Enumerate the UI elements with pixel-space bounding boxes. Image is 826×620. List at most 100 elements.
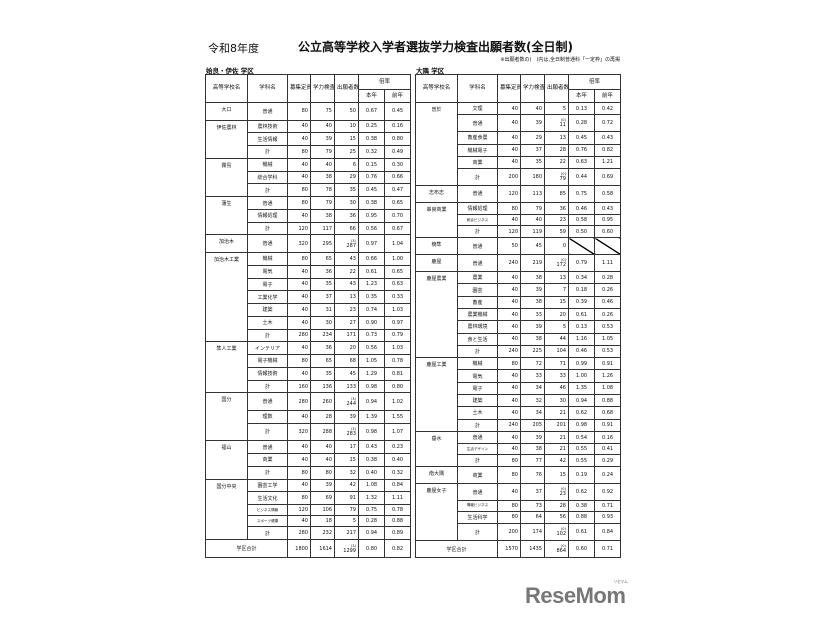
exam-quota: 79 [310,196,335,210]
applicants: 15 [544,295,569,309]
applicants-count: 287 [346,242,356,249]
applicants-count: 244 [346,400,356,407]
applicants-count: 21 [559,446,566,453]
ratio-this-year: 0.97 [358,234,385,253]
table-row: 隼人工業 インテリア 40 36 20 0.56 1.03 [205,341,412,394]
applicants: 201 [544,418,569,432]
exam-quota: 38 [520,443,545,455]
ratio-last-year: 0.30 [383,157,412,172]
quota: 80 [497,466,521,485]
ratio-last-year: 1.03 [383,303,412,317]
department-name: 計 [247,183,288,198]
quota: 50 [497,237,521,256]
exam-quota: 117 [310,221,335,236]
quota: 80 [497,500,521,512]
applicants: (0) 79 [544,168,569,186]
applicants: 50 [334,102,359,121]
department-name: 総合ビジネス [457,214,498,226]
exam-quota: 39 [520,283,545,297]
applicants-count: 5 [352,518,356,525]
quota: 40 [497,214,521,226]
ratio-last-year: 0.65 [383,264,412,279]
department-name: 商業 [457,466,498,485]
header-dept: 学科名 [247,74,288,103]
exam-quota: 35 [520,155,545,170]
applicants: 22 [544,155,569,170]
exam-quota: 69 [310,491,335,506]
ratio-last-year: 0.80 [383,132,412,147]
quota: 80 [287,354,311,368]
table-row: 鹿屋農業 農業 40 38 13 0.34 0.28 [415,271,622,359]
quota: 40 [287,290,311,305]
table-row: 建築 40 32 30 0.94 0.88 [416,394,622,408]
applicants-count: 32 [349,469,356,476]
quota: 40 [497,332,521,346]
department-name: 畜産食農 [457,131,498,145]
applicants-count: 13 [559,134,566,141]
applicants: (0) 102 [544,523,569,542]
ratio-last-year: 0.71 [593,540,622,558]
department-name: 電子 [457,381,498,396]
exam-quota: 76 [520,466,545,485]
ratio-last-year: 0.91 [593,357,622,371]
exam-quota: 260 [310,392,335,411]
quota: 40 [497,295,521,309]
quota: 200 [497,523,521,542]
quota: 40 [287,208,311,223]
quota-applicants: (0) [560,172,566,177]
applicants-count: 21 [559,434,566,441]
quota: 40 [497,406,521,420]
quota-applicants: (0) [560,258,566,263]
applicants-count: 43 [349,255,356,262]
table-row: 電子 40 34 46 1.35 1.08 [416,381,622,396]
quota: 1570 [497,540,521,558]
table-row: 商業 40 35 22 0.63 1.21 [416,155,622,170]
applicants-count: 5 [562,323,566,330]
ratio-last-year: 0.49 [383,145,412,159]
ratio-this-year: 1.16 [568,332,595,346]
applicants: 13 [334,290,359,305]
department-name: 工業化学 [247,290,288,305]
department-name: 計 [457,344,498,359]
table-row: 垂水 普通 40 39 21 0.54 0.16 [415,430,622,468]
ratio-this-year: 0.61 [568,307,595,322]
ratio-last-year: 0.65 [383,196,412,210]
department-name: 機械電子 [457,143,498,157]
quota-applicants: (3) [350,396,356,401]
exam-quota: 37 [520,143,545,157]
ratio-this-year: 0.46 [568,344,595,359]
quota: 320 [287,422,311,442]
school-name: 曽於 [415,102,458,186]
applicants: 32 [334,465,359,480]
applicants-count: 17 [349,444,356,451]
department-name: 土木 [457,406,498,420]
quota: 40 [497,101,521,116]
quota: 40 [497,394,521,408]
exam-quota: 40 [310,119,335,134]
ratio-this-year: 1.23 [358,277,385,292]
header-applicants: 出願者数 [544,74,569,103]
table-row: 建築 40 31 23 0.74 1.03 [206,303,412,317]
applicants-count: 22 [349,268,356,275]
quota: 40 [497,143,521,157]
applicants-count: 104 [556,348,566,355]
department-name: 機械 [247,157,288,172]
ratio-this-year: 0.60 [568,540,595,558]
applicants: 28 [544,143,569,157]
ratio-last-year: 1.07 [383,422,412,442]
applicants-count: 30 [349,200,356,207]
applicants: (3) 1299 [334,539,359,558]
ratio-last-year: 0.84 [593,523,622,542]
quota: 40 [287,303,311,317]
department-name: 情報技術 [247,366,288,381]
ratio-this-year: 0.80 [358,539,385,558]
applicants-count: 864 [556,548,566,555]
ratio-this-year: 0.28 [358,515,385,528]
department-name: 電気 [247,264,288,279]
ratio-last-year: 1.00 [383,251,412,266]
quota: 40 [287,440,311,455]
quota-applicants: (0) [560,487,566,492]
applicants: 45 [334,366,359,381]
ratio-this-year: 0.73 [358,328,385,343]
table-row: 生活情報 40 39 15 0.38 0.80 [206,132,412,147]
